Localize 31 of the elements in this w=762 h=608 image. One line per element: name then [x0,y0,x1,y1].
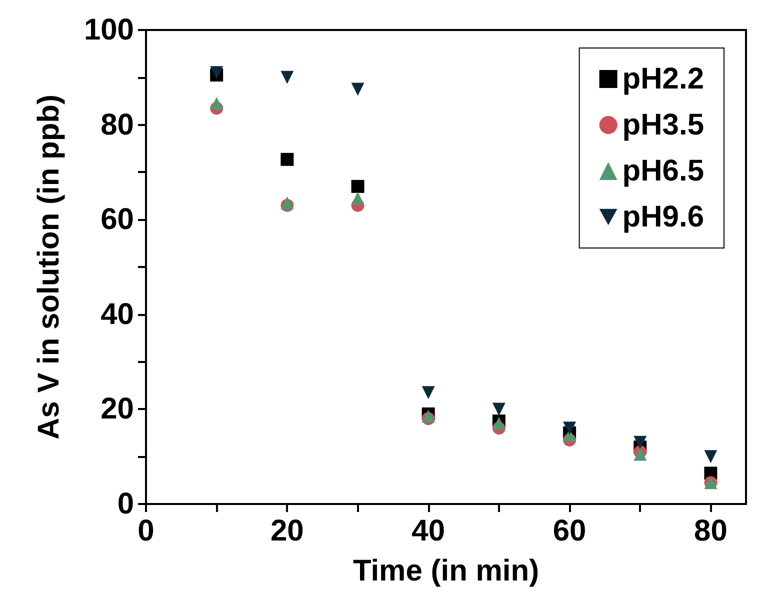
legend-label: pH3.5 [622,108,704,142]
y-tick-label: 80 [100,108,134,142]
point [634,436,647,449]
x-tick-label: 80 [694,514,728,548]
y-tick-label: 40 [100,298,134,331]
legend-label: pH2.2 [622,62,704,96]
point [351,180,364,193]
point [351,192,364,205]
y-tick-label: 0 [117,488,134,520]
point [210,96,224,110]
point [210,66,224,80]
legend-label: pH9.6 [622,200,704,234]
point [634,448,647,461]
x-tick-label: 0 [138,514,154,548]
point [492,402,506,416]
y-tick-label: 60 [100,203,134,236]
legend-label: pH6.5 [622,154,704,188]
point [280,152,294,166]
y-tick-label: 20 [100,392,134,426]
point [422,410,435,423]
x-axis-title: Time (in min) [352,554,540,588]
point [704,450,718,464]
y-tick-label: 100 [84,14,134,46]
x-tick-label: 60 [552,514,586,548]
x-tick-label: 40 [412,514,446,548]
y-axis-title: As V in solution (in ppb) [32,94,66,440]
point [422,386,435,400]
point [280,70,294,84]
x-tick-label: 20 [270,514,304,548]
point [351,82,364,96]
point [563,422,576,435]
